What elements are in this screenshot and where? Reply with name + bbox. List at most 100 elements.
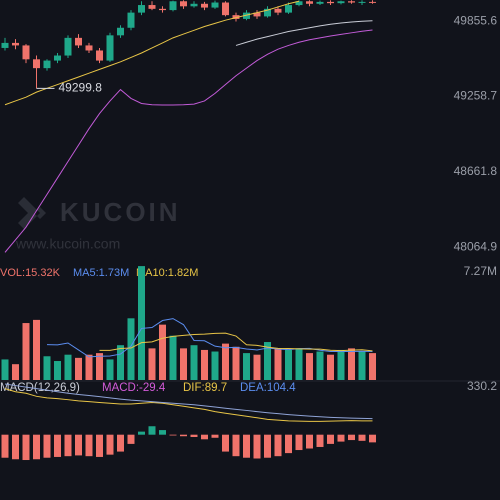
volume-bar bbox=[348, 348, 355, 380]
volume-bar bbox=[117, 345, 124, 380]
macd-bar bbox=[117, 434, 124, 452]
volume-bar bbox=[337, 349, 345, 380]
watermark: KUCOIN www.kucoin.com bbox=[15, 197, 181, 252]
volume-bar bbox=[159, 324, 166, 380]
volume-ma-line bbox=[99, 332, 373, 352]
macd-tick-label: 330.2 bbox=[467, 379, 497, 393]
macd-bar bbox=[180, 434, 187, 437]
candle-body bbox=[243, 12, 250, 19]
volume-bar bbox=[232, 346, 240, 380]
volume-bar bbox=[211, 351, 219, 380]
candle-body bbox=[117, 27, 124, 36]
volume-bar bbox=[369, 353, 376, 380]
volume-bar bbox=[127, 318, 135, 380]
volume-bar bbox=[253, 354, 261, 380]
volume-bar bbox=[106, 359, 114, 380]
volume-bar bbox=[264, 342, 271, 380]
candle-body bbox=[85, 45, 93, 51]
macd-bar bbox=[96, 434, 103, 457]
candle-body bbox=[337, 1, 345, 4]
candle-body bbox=[106, 35, 114, 61]
macd-bar bbox=[138, 431, 145, 435]
low-marker-label: 49299.8 bbox=[59, 81, 103, 95]
candle-body bbox=[138, 5, 145, 13]
macd-bar bbox=[211, 434, 219, 438]
candle-body bbox=[369, 1, 376, 3]
volume-bar bbox=[138, 266, 145, 380]
vol-ma10-label: MA10:1.82M bbox=[136, 267, 198, 279]
candle-body bbox=[327, 1, 334, 4]
candle-body bbox=[54, 55, 61, 61]
volume-ma-line bbox=[46, 318, 373, 358]
volume-bar bbox=[285, 349, 292, 380]
candle-body bbox=[12, 42, 19, 46]
price-tick-label: 48064.9 bbox=[454, 239, 498, 253]
macd-bar bbox=[1, 434, 9, 458]
price-tick-label: 49855.6 bbox=[454, 13, 498, 27]
candle-body bbox=[33, 59, 40, 69]
volume-bar bbox=[295, 348, 303, 380]
macd-bar bbox=[85, 434, 93, 457]
volume-bar bbox=[85, 354, 93, 380]
candle-body bbox=[211, 2, 219, 8]
price-tick-label: 49258.7 bbox=[454, 89, 498, 103]
candle-body bbox=[201, 3, 208, 8]
candle-body bbox=[264, 8, 271, 17]
watermark-brand: KUCOIN bbox=[60, 197, 181, 227]
candle-body bbox=[127, 12, 135, 28]
volume-bar bbox=[190, 345, 198, 380]
candle-body bbox=[75, 37, 82, 46]
macd-bar bbox=[327, 434, 334, 444]
dif-value: DIF:89.7 bbox=[183, 382, 227, 394]
macd-bar bbox=[264, 434, 271, 458]
volume-bar bbox=[148, 348, 156, 380]
volume-bar bbox=[75, 357, 82, 380]
volume-bar bbox=[201, 349, 208, 380]
macd-bar bbox=[253, 434, 261, 459]
volume-bar bbox=[327, 354, 334, 380]
volume-bar bbox=[64, 354, 72, 380]
volume-bar bbox=[54, 361, 61, 380]
volume-bar bbox=[358, 351, 366, 380]
vol-label: VOL:15.32K bbox=[0, 267, 61, 279]
macd-bar bbox=[369, 434, 376, 443]
candle-body bbox=[253, 12, 261, 17]
macd-bar bbox=[316, 434, 324, 447]
price-tick-label: 48661.8 bbox=[454, 164, 498, 178]
watermark-logo bbox=[18, 197, 46, 229]
macd-bar bbox=[285, 434, 292, 454]
candle-body bbox=[285, 5, 292, 13]
macd-bar bbox=[348, 434, 355, 441]
volume-bar bbox=[306, 353, 313, 380]
macd-bar bbox=[201, 434, 208, 440]
indicator-line bbox=[235, 20, 373, 46]
macd-bar bbox=[54, 434, 61, 457]
volume-bar bbox=[316, 351, 324, 380]
macd-bar bbox=[306, 434, 313, 449]
candle-body bbox=[1, 42, 9, 48]
indicator-line bbox=[4, 0, 300, 106]
candle-body bbox=[222, 2, 229, 16]
macd-bar bbox=[12, 434, 19, 460]
macd-bar bbox=[169, 434, 177, 436]
price-pane bbox=[1, 0, 376, 253]
watermark-url: www.kucoin.com bbox=[15, 236, 120, 252]
macd-bar bbox=[159, 430, 166, 435]
macd-bar bbox=[43, 434, 51, 458]
macd-bar bbox=[243, 434, 250, 458]
volume-bar bbox=[222, 343, 229, 380]
macd-bar bbox=[148, 426, 156, 435]
macd-bar bbox=[190, 434, 198, 437]
candle-body bbox=[348, 1, 355, 3]
dea-value: DEA:104.4 bbox=[240, 382, 296, 394]
candle-body bbox=[159, 8, 166, 11]
candle-body bbox=[148, 5, 156, 9]
macd-bar bbox=[106, 434, 114, 455]
vol-tick-label: 7.27M bbox=[464, 264, 497, 278]
candle-body bbox=[274, 8, 282, 13]
macd-bar bbox=[274, 434, 282, 457]
vol-ma5-label: MA5:1.73M bbox=[73, 267, 129, 279]
volume-bar bbox=[33, 319, 40, 380]
candle-body bbox=[232, 15, 240, 19]
